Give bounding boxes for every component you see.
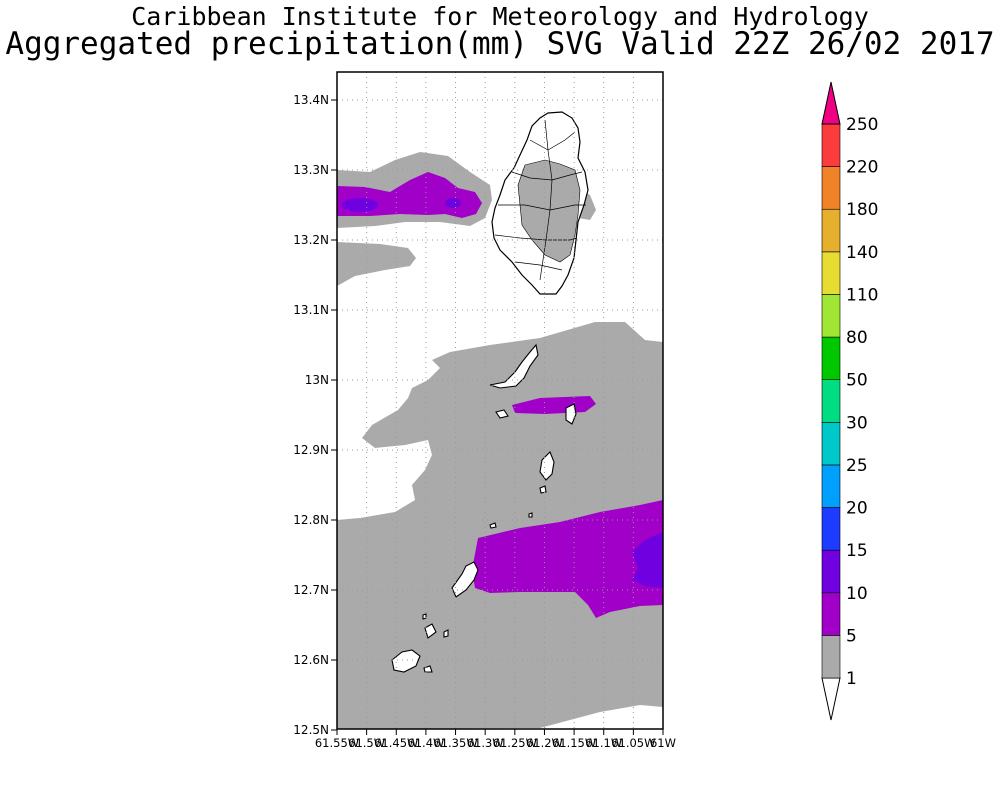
colorbar-segment (821, 549, 841, 594)
colorbar-segment (821, 336, 841, 380)
precip-grey-island (517, 159, 581, 263)
colorbar-segment (821, 422, 841, 466)
colorbar-label: 15 (846, 541, 868, 561)
colorbar-segment (821, 123, 841, 167)
carriacou-island (451, 561, 479, 598)
colorbar-label: 80 (846, 328, 868, 348)
title-line-1: Caribbean Institute for Meteorology and … (131, 2, 869, 31)
lon-tick-label: 61.45W (374, 736, 418, 750)
colorbar-segment (821, 166, 841, 210)
small-isle-1 (539, 485, 547, 494)
colorbar-segment (821, 635, 841, 679)
st-vincent-watersheds (494, 119, 586, 281)
colorbar-segment (821, 507, 841, 551)
canouan-island (565, 403, 577, 425)
lat-tick-label: 13.1N (293, 303, 329, 317)
precip-fields (337, 72, 663, 729)
colorbar-label: 220 (846, 158, 878, 178)
small-isle-3 (528, 512, 533, 518)
lon-tick-label: 61.25W (493, 736, 537, 750)
map-frame (336, 71, 664, 730)
precip-grey-south (337, 322, 663, 729)
colorbar-label: 5 (846, 626, 857, 646)
lat-tick-label: 12.5N (293, 723, 329, 737)
colorbar-label: 140 (846, 243, 878, 263)
lat-tick-label: 13.4N (293, 93, 329, 107)
lat-tick-label: 12.7N (293, 583, 329, 597)
lat-tick-label: 12.6N (293, 653, 329, 667)
colorbar-label: 20 (846, 499, 868, 519)
map-panel: 13.4N 13.3N 13.2N 13.1N 13N 12.9N 12.8N 12.7N 12… (293, 71, 676, 750)
title-line-2: Aggregated precipitation(mm) SVG Valid 2… (5, 26, 995, 62)
colorbar-segment (821, 592, 841, 636)
lat-tick-label: 13.2N (293, 233, 329, 247)
colorbar-lower-arrow (821, 677, 841, 721)
small-isle-5 (443, 629, 449, 638)
colorbar-segment (821, 464, 841, 508)
union-island (539, 451, 555, 481)
lon-tick-label: 61.3W (467, 736, 504, 750)
lon-tick-label: 61.15W (552, 736, 596, 750)
colorbar-label: 1 (846, 669, 857, 689)
colorbar-segment (821, 294, 841, 338)
colorbar-label: 50 (846, 371, 868, 391)
lon-tick-label: 61.2W (526, 736, 563, 750)
lat-tick-label: 12.9N (293, 443, 329, 457)
lon-tick-label: 61.1W (585, 736, 622, 750)
lon-tick-label: 61.05W (611, 736, 655, 750)
colorbar-label: 10 (846, 584, 868, 604)
lon-tick-label: 61.35W (433, 736, 477, 750)
small-isle-2 (489, 522, 497, 529)
lon-tick-label: 61W (650, 736, 676, 750)
precip-violet-north-west (342, 198, 378, 212)
lon-tick-label: 61.4W (407, 736, 444, 750)
grenadine-islands (391, 343, 577, 673)
colorbar-label: 110 (846, 285, 878, 305)
grenada-north-island (391, 649, 421, 673)
colorbar-label: 25 (846, 456, 868, 476)
small-isle-6 (422, 613, 427, 620)
lon-tick-label: 61.55W (315, 736, 359, 750)
colorbar-segment (821, 251, 841, 295)
lon-tick-label: 61.5W (348, 736, 385, 750)
mustique-island (495, 409, 509, 419)
colorbar-segment (821, 208, 841, 253)
precip-violet-south (632, 532, 663, 588)
colorbar-upper-arrow (821, 81, 841, 125)
colorbar-label: 180 (846, 200, 878, 220)
latitude-axis: 13.4N 13.3N 13.2N 13.1N 13N 12.9N 12.8N 12.7N 12… (293, 93, 337, 737)
lat-tick-label: 13N (305, 373, 329, 387)
lat-tick-label: 12.8N (293, 513, 329, 527)
bequia-island (489, 343, 539, 389)
precip-purple-south (472, 500, 663, 618)
small-isle-4 (424, 623, 437, 639)
colorbar-segment (821, 379, 841, 423)
longitude-axis: 61.55W61.5W61.45W61.4W61.35W61.3W61.25W6… (315, 729, 676, 750)
lat-tick-label: 13.3N (293, 163, 329, 177)
colorbar-label: 250 (846, 115, 878, 135)
colorbar-label: 30 (846, 413, 868, 433)
precip-violet-north-east (445, 198, 461, 208)
